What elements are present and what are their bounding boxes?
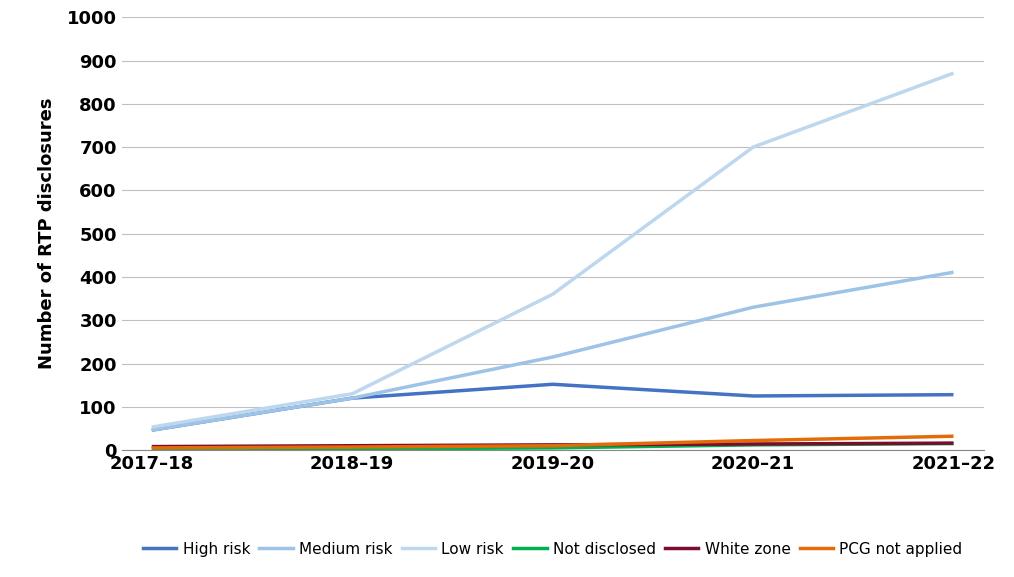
High risk	[146, 427, 158, 434]
Medium risk	[547, 354, 559, 361]
Medium risk	[947, 269, 959, 276]
Y-axis label: Number of RTP disclosures: Number of RTP disclosures	[38, 98, 56, 369]
Medium risk	[346, 395, 358, 402]
White zone	[947, 440, 959, 447]
High risk	[947, 391, 959, 398]
High risk	[346, 395, 358, 402]
Low risk	[346, 391, 358, 398]
PCG not applied	[346, 444, 358, 451]
Medium risk	[146, 427, 158, 434]
High risk	[547, 381, 559, 388]
White zone	[547, 441, 559, 448]
Low risk	[947, 70, 959, 77]
Legend: High risk, Medium risk, Low risk, Not disclosed, White zone, PCG not applied: High risk, Medium risk, Low risk, Not di…	[137, 535, 968, 563]
White zone	[146, 443, 158, 450]
Line: PCG not applied: PCG not applied	[152, 436, 953, 448]
Not disclosed	[146, 446, 158, 453]
Not disclosed	[547, 444, 559, 451]
Line: White zone: White zone	[152, 443, 953, 447]
Medium risk	[747, 304, 759, 311]
Low risk	[146, 424, 158, 430]
Line: High risk: High risk	[152, 384, 953, 430]
Low risk	[547, 291, 559, 298]
Line: Medium risk: Medium risk	[152, 272, 953, 430]
Not disclosed	[747, 441, 759, 448]
Not disclosed	[947, 440, 959, 447]
Low risk	[747, 144, 759, 151]
PCG not applied	[547, 443, 559, 449]
PCG not applied	[747, 437, 759, 444]
PCG not applied	[146, 444, 158, 451]
White zone	[747, 441, 759, 448]
White zone	[346, 443, 358, 449]
PCG not applied	[947, 433, 959, 440]
High risk	[747, 392, 759, 399]
Line: Low risk: Low risk	[152, 73, 953, 427]
Not disclosed	[346, 445, 358, 452]
Line: Not disclosed: Not disclosed	[152, 444, 953, 449]
